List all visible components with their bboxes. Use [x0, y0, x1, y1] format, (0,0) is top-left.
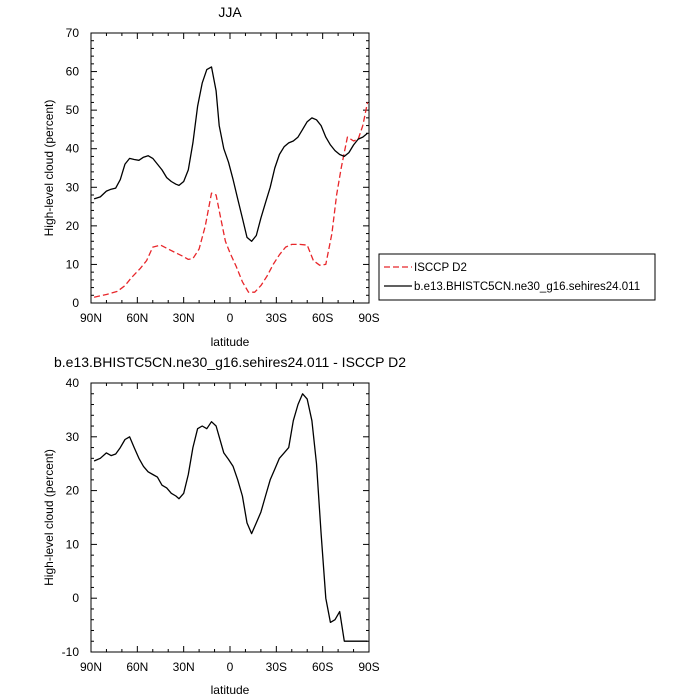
y-tick-label: 20: [66, 484, 80, 498]
plot-frame: [90, 382, 370, 653]
chart-panel-2: b.e13.BHISTC5CN.ne30_g16.sehires24.011 -…: [42, 354, 406, 697]
x-tick-label: 60N: [126, 660, 148, 674]
x-tick-label: 90N: [80, 311, 102, 325]
y-axis-label: High-level cloud (percent): [42, 449, 56, 586]
y-tick-label: 0: [72, 591, 79, 605]
x-tick-label: 0: [227, 311, 234, 325]
x-tick-label: 60N: [126, 311, 148, 325]
y-tick-label: 0: [72, 296, 79, 310]
x-tick-label: 90N: [80, 660, 102, 674]
legend-entry-2: b.e13.BHISTC5CN.ne30_g16.sehires24.011: [414, 281, 640, 293]
x-axis-label: latitude: [211, 683, 250, 697]
y-tick-label: 20: [66, 219, 80, 233]
y-tick-label: 70: [66, 26, 80, 40]
legend: ISCCP D2 b.e13.BHISTC5CN.ne30_g16.sehires…: [378, 253, 656, 301]
x-tick-label: 30N: [173, 311, 195, 325]
x-tick-label: 90S: [358, 660, 379, 674]
y-tick-label: 40: [66, 142, 80, 156]
x-tick-label: 30S: [266, 311, 287, 325]
x-tick-label: 90S: [358, 311, 379, 325]
y-tick-label: 60: [66, 65, 80, 79]
x-axis-label: latitude: [211, 335, 250, 349]
legend-entry-1: ISCCP D2: [414, 262, 467, 274]
y-tick-label: 50: [66, 103, 80, 117]
legend-box: [378, 253, 656, 301]
chart-title: b.e13.BHISTC5CN.ne30_g16.sehires24.011 -…: [54, 354, 406, 370]
series-line-2: [93, 66, 368, 242]
y-tick-label: 10: [66, 537, 80, 551]
x-tick-label: 60S: [312, 660, 333, 674]
chart-title: JJA: [218, 4, 242, 20]
y-tick-label: 40: [66, 376, 80, 390]
x-tick-label: 30N: [173, 660, 195, 674]
series-line-1: [93, 393, 368, 642]
y-tick-label: 10: [66, 257, 80, 271]
y-tick-label: -10: [62, 645, 80, 659]
y-axis-label: High-level cloud (percent): [42, 100, 56, 237]
y-tick-label: 30: [66, 180, 80, 194]
x-tick-label: 30S: [266, 660, 287, 674]
y-tick-label: 30: [66, 430, 80, 444]
x-tick-label: 0: [227, 660, 234, 674]
series-line-1: [93, 102, 369, 298]
x-tick-label: 60S: [312, 311, 333, 325]
chart-panel-1: JJA 90N 60N 30N 0 30S 60S 90S 0 10 20 30 40 50 60 70 lat…: [42, 4, 656, 349]
